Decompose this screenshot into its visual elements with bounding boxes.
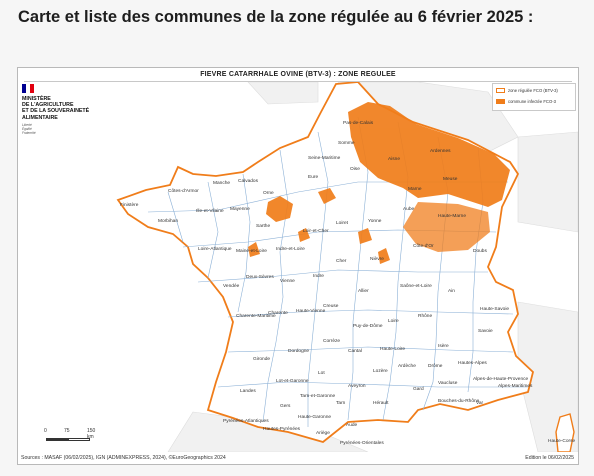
ministry-name: MINISTÈRE DE L'AGRICULTURE ET DE LA SOUV… [22, 96, 90, 121]
dept-label: Somme [338, 140, 355, 146]
dept-label: Lot-et-Garonne [276, 378, 309, 384]
dept-label: Loir-et-Cher [303, 228, 329, 234]
dept-label: Oise [350, 166, 360, 172]
dept-label: Charente-Maritime [236, 313, 276, 319]
dept-label: Hautes-Pyrénées [263, 426, 301, 432]
dept-label: Yonne [368, 218, 382, 224]
dept-label: Cantal [348, 348, 362, 354]
ministry-logo: MINISTÈRE DE L'AGRICULTURE ET DE LA SOUV… [22, 84, 104, 135]
dept-label: Nièvre [370, 256, 384, 262]
dept-label: Loire [388, 318, 399, 324]
dept-label: Lot [318, 370, 325, 376]
dept-label: Côtes-d'Armor [168, 188, 199, 194]
dept-label: Tarn-et-Garonne [300, 393, 336, 399]
dept-label: Corrèze [323, 338, 340, 344]
page-heading: Carte et liste des communes de la zone r… [18, 8, 534, 26]
dept-label: Morbihan [158, 218, 178, 224]
dept-label: Haute-Savoie [480, 306, 509, 312]
map-title: FIEVRE CATARRHALE OVINE (BTV-3) : ZONE R… [200, 71, 396, 78]
dept-label: Eure [308, 174, 318, 180]
dept-label: Côte-d'Or [413, 243, 434, 249]
dept-label: Pyrénées-Atlantiques [223, 418, 269, 424]
dept-label: Dordogne [288, 348, 309, 354]
dept-label: Gard [413, 386, 424, 392]
dept-label: Landes [240, 388, 256, 394]
dept-label: Ille-et-Vilaine [196, 208, 224, 214]
legend-item-regulated-zone: zone régulée FCO (BTV-3) [496, 88, 558, 93]
dept-label: Manche [213, 180, 230, 186]
dept-label: Saône-et-Loire [400, 283, 432, 289]
dept-label: Orne [263, 190, 274, 196]
dept-label: Rhône [418, 313, 432, 319]
dept-label: Maine-et-Loire [236, 248, 267, 254]
regulated-zone-map: FIEVRE CATARRHALE OVINE (BTV-3) : ZONE R… [17, 67, 579, 465]
neighbour-germany [517, 131, 578, 233]
dept-label: Pyrénées-Orientales [340, 440, 384, 446]
dept-label: Haute-Marne [438, 213, 466, 219]
dept-label: Bouches-du-Rhône [438, 398, 480, 404]
infected-communes [248, 102, 510, 264]
corsica-outline [555, 413, 575, 452]
dept-label: Haute-Garonne [298, 414, 331, 420]
dept-label: Deux-Sèvres [246, 274, 274, 280]
dept-label: Vaucluse [438, 380, 458, 386]
dept-label: Hautes-Alpes [458, 360, 487, 366]
legend-swatch-fill [496, 99, 505, 104]
dept-label: Tarn [336, 400, 346, 406]
legend-swatch-outline [496, 88, 505, 93]
dept-label: Aveyron [348, 383, 366, 389]
dept-label: Creuse [323, 303, 339, 309]
french-flag-icon [22, 84, 34, 93]
dept-label: Alpes-de-Haute-Provence [473, 376, 529, 382]
dept-label: Seine-Maritime [308, 155, 341, 161]
dept-label: Pas-de-Calais [343, 120, 374, 126]
dept-label: Doubs [473, 248, 487, 254]
dept-label: Gers [280, 403, 291, 409]
dept-label: Ariège [316, 430, 330, 436]
dept-label: Gironde [253, 356, 270, 362]
map-legend: zone régulée FCO (BTV-3) commune infecté… [492, 83, 576, 111]
dept-label: Sarthe [256, 223, 270, 229]
dept-label: Indre [313, 273, 324, 279]
dept-label: Haute-Vienne [296, 308, 326, 314]
france-map: Pas-de-Calais Somme Seine-Maritime Calva… [116, 82, 578, 452]
department-labels: Pas-de-Calais Somme Seine-Maritime Calva… [120, 120, 576, 446]
dept-label: Savoie [478, 328, 493, 334]
dept-label: Ardèche [398, 363, 416, 369]
dept-label: Hérault [373, 400, 389, 406]
dept-label: Puy-de-Dôme [353, 323, 383, 329]
map-edition-date: Edition le 06/02/2025 [525, 455, 574, 461]
dept-label: Loire-Atlantique [198, 246, 232, 252]
map-footer: Sources : MASAF (06/02/2025), IGN (ADMIN… [21, 455, 574, 461]
dept-label: Isère [438, 343, 449, 349]
dept-label: Haute-Loire [380, 346, 405, 352]
dept-label: Mayenne [230, 206, 250, 212]
dept-label: Vienne [280, 278, 295, 284]
dept-label: Marne [408, 186, 422, 192]
dept-label: Allier [358, 288, 369, 294]
dept-label: Meuse [443, 176, 458, 182]
dept-label: Loiret [336, 220, 349, 226]
dept-label: Lozère [373, 368, 388, 374]
dept-label: Alpes-Maritimes [498, 383, 533, 389]
dept-label: Calvados [238, 178, 259, 184]
legend-item-infected-commune: commune infectée FCO-3 [496, 99, 556, 104]
dept-label: Finistère [120, 202, 139, 208]
dept-label: Aude [346, 422, 358, 428]
dept-label: Charente [268, 310, 288, 316]
dept-label: Haute-Corse [548, 438, 576, 444]
map-sources: Sources : MASAF (06/02/2025), IGN (ADMIN… [21, 455, 226, 461]
dept-label: Vendée [223, 283, 240, 289]
dept-label: Ardennes [430, 148, 451, 154]
dept-label: Var [476, 400, 484, 406]
dept-label: Drôme [428, 363, 443, 369]
neighbour-uk [247, 82, 319, 105]
republic-motto: Liberté Égalité Fraternité [22, 122, 36, 135]
dept-label: Aube [403, 206, 415, 212]
dept-label: Aisne [388, 156, 400, 162]
dept-label: Ain [448, 288, 455, 294]
dept-label: Cher [336, 258, 347, 264]
title-divider [24, 81, 572, 82]
dept-label: Indre-et-Loire [276, 246, 305, 252]
